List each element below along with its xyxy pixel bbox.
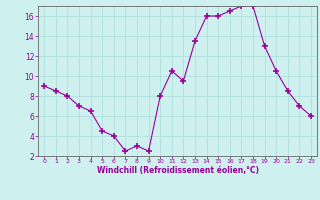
X-axis label: Windchill (Refroidissement éolien,°C): Windchill (Refroidissement éolien,°C) xyxy=(97,166,259,175)
